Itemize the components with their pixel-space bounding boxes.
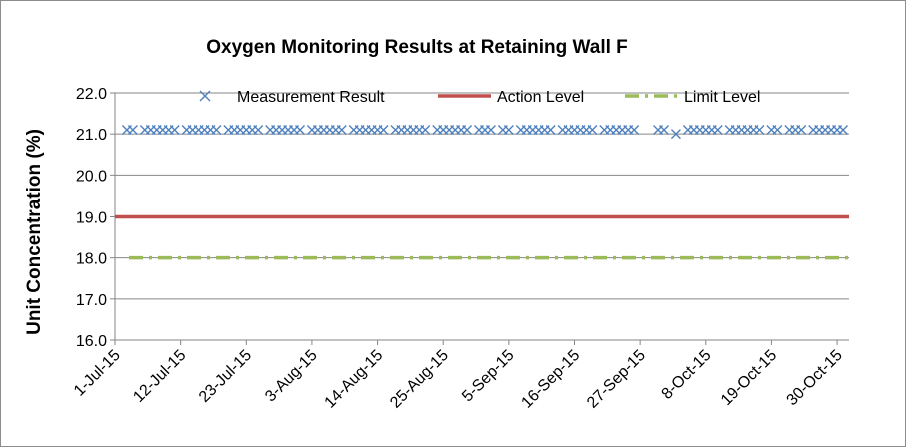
legend-label: Action Level (497, 89, 584, 106)
x-axis-ticks: 1-Jul-15 12-Jul-15 23-Jul-15 3-Aug-15 14-Aug… (71, 340, 846, 412)
measurement-point (503, 125, 514, 136)
y-tick-label: 22.0 (76, 86, 107, 103)
measurement-point (587, 125, 598, 136)
x-tick-label: 8-Oct-15 (659, 347, 715, 403)
series-layer (115, 125, 849, 260)
x-tick-label: 23-Jul-15 (196, 347, 255, 406)
x-tick-label: 14-Aug-15 (322, 347, 387, 412)
x-tick-label: 16-Sep-15 (518, 347, 583, 412)
measurement-point (670, 129, 681, 140)
measurement-point (169, 125, 180, 136)
measurement-point (294, 125, 305, 136)
y-tick-label: 18.0 (76, 251, 107, 268)
x-tick-label: 30-Oct-15 (784, 347, 846, 409)
measurement-point (545, 125, 556, 136)
y-tick-label: 20.0 (76, 168, 107, 185)
x-tick-label: 19-Oct-15 (718, 347, 780, 409)
legend: Measurement Result Action Level Limit Leve… (199, 89, 760, 106)
y-tick-label: 21.0 (76, 127, 107, 144)
legend-label: Measurement Result (237, 89, 385, 106)
x-tick-label: 1-Jul-15 (71, 347, 124, 400)
legend-label: Limit Level (684, 89, 760, 106)
measurement-point (420, 125, 431, 136)
x-tick-label: 3-Aug-15 (262, 347, 321, 406)
y-tick-label: 17.0 (76, 292, 107, 309)
measurement-point (772, 125, 783, 136)
measurement-point (712, 125, 723, 136)
measurement-point (485, 125, 496, 136)
measurement-point (253, 125, 264, 136)
measurement-point (462, 125, 473, 136)
measurement-point (838, 125, 849, 136)
measurement-point (378, 125, 389, 136)
x-tick-label: 25-Aug-15 (387, 347, 452, 412)
y-tick-label: 16.0 (76, 333, 107, 350)
measurement-point (796, 125, 807, 136)
y-axis-ticks: 16.0 17.0 18.0 19.0 20.0 21.0 22.0 (76, 86, 115, 350)
chart-title: Oxygen Monitoring Results at Retaining W… (206, 37, 628, 58)
measurement-point (211, 125, 222, 136)
measurement-point (629, 125, 640, 136)
measurement-point (659, 125, 670, 136)
x-tick-label: 12-Jul-15 (130, 347, 189, 406)
x-tick-label: 5-Sep-15 (459, 347, 518, 406)
y-tick-label: 19.0 (76, 210, 107, 227)
x-tick-label: 27-Sep-15 (584, 347, 649, 412)
legend-swatch-measurement (199, 90, 211, 102)
measurement-point (754, 125, 765, 136)
measurement-point (127, 125, 138, 136)
y-axis-label: Unit Concentration (%) (24, 129, 45, 335)
measurement-point (336, 125, 347, 136)
